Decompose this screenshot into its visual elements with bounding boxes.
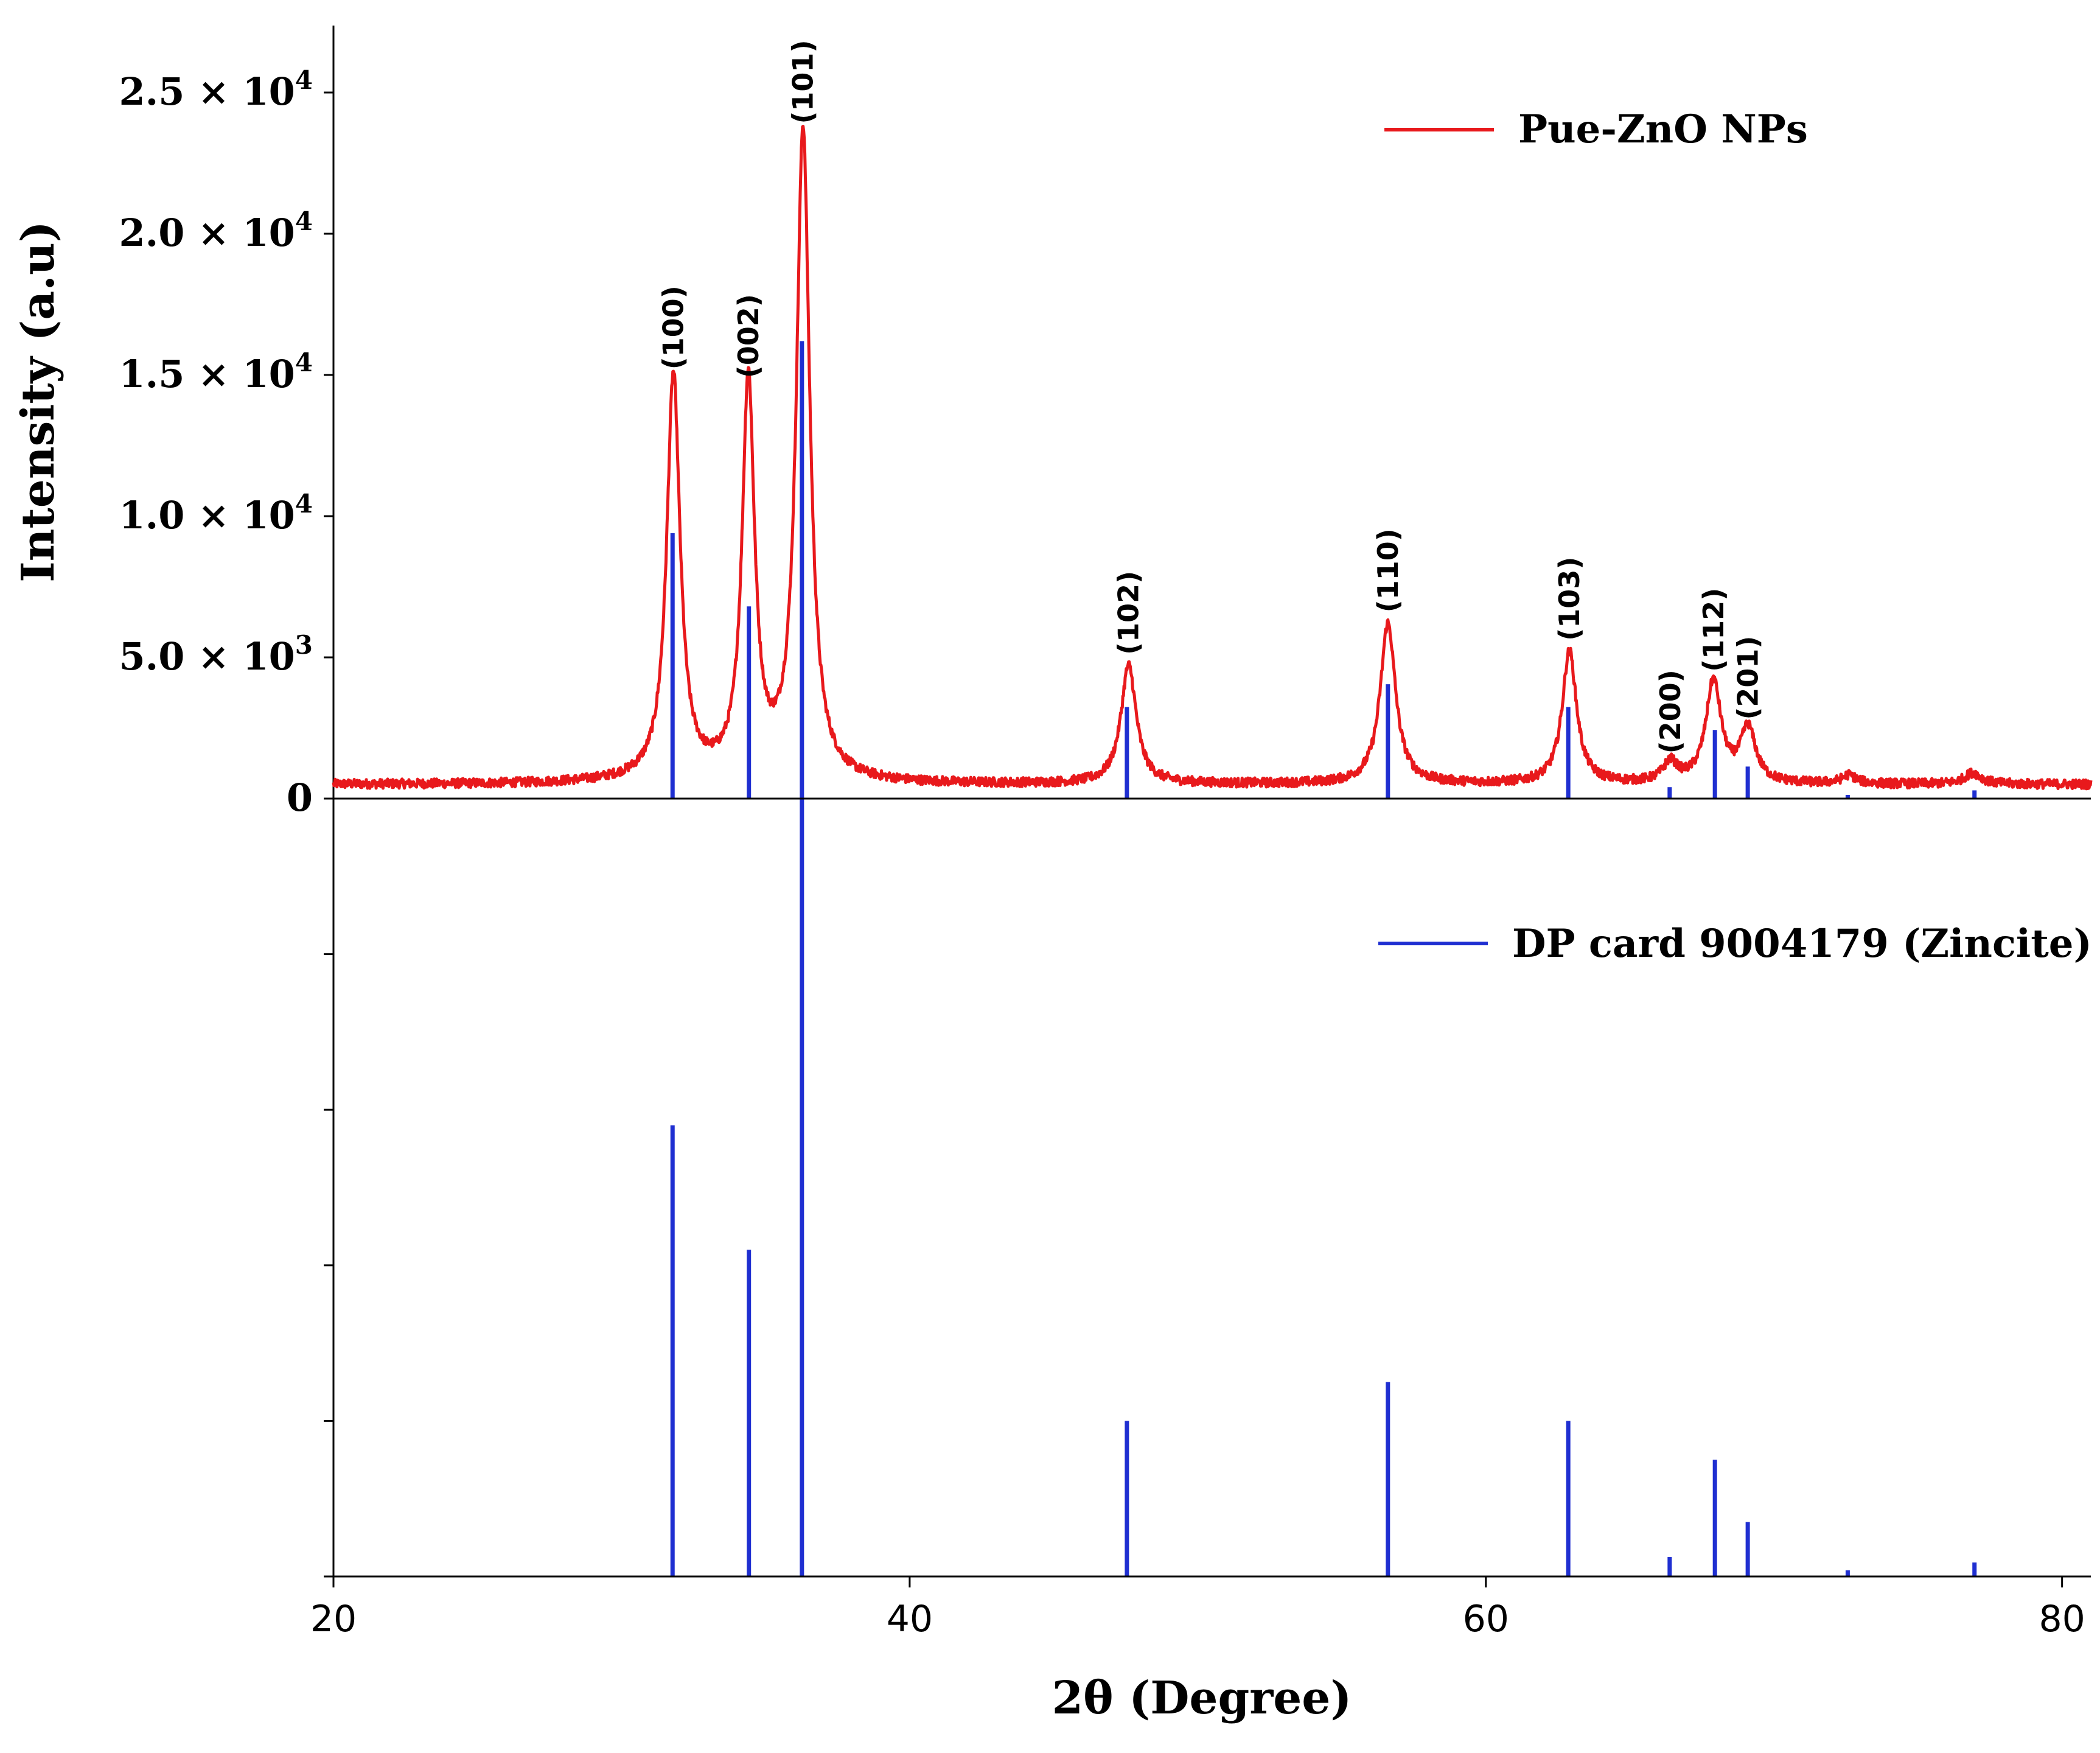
peak-label: (201) (1732, 636, 1765, 720)
x-tick-label: 60 (1463, 1598, 1509, 1640)
series-line-pue-zno (332, 125, 2093, 791)
peak-label: (101) (787, 40, 820, 124)
peak-label: (002) (732, 294, 765, 378)
y-tick-label: 1.5 × 104 (119, 348, 313, 396)
y-tick-label: 5.0 × 103 (119, 630, 313, 679)
y-tick-label: 0 (287, 775, 313, 820)
legend: Pue-ZnO NPs DP card 9004179 (Zincite) (1378, 107, 2092, 967)
y-tick-label: 2.0 × 104 (119, 206, 313, 255)
peak-label: (103) (1553, 557, 1586, 641)
reference-sticks-bottom (670, 799, 1977, 1576)
peak-label: (200) (1654, 670, 1687, 754)
peak-label: (112) (1697, 588, 1730, 672)
y-tick-label: 2.5 × 104 (119, 65, 313, 114)
peak-label: (110) (1372, 528, 1404, 612)
x-axis-title: 2θ (Degree) (1052, 1672, 1352, 1724)
peak-label: (100) (657, 285, 690, 369)
peak-labels: (100) (002) (101) (102) (110) (103) (200) (112)… (657, 40, 1765, 754)
legend-label-pue-zno: Pue-ZnO NPs (1518, 107, 1808, 152)
y-tick-label: 1.0 × 104 (119, 489, 313, 537)
legend-label-dp-card: DP card 9004179 (Zincite) (1512, 921, 2092, 967)
series-pue-zno (332, 125, 2093, 791)
y-axis-title: Intensity (a.u) (12, 221, 65, 583)
x-tick-label: 80 (2039, 1598, 2085, 1640)
x-tick-label: 40 (887, 1598, 933, 1640)
x-tick-label: 20 (310, 1598, 357, 1640)
peak-label: (102) (1112, 571, 1145, 655)
reference-sticks-top (670, 341, 1977, 799)
axes (324, 26, 2091, 1587)
tick-labels: 0 5.0 × 103 1.0 × 104 1.5 × 104 2.0 × 104 2.5… (119, 65, 2085, 1640)
